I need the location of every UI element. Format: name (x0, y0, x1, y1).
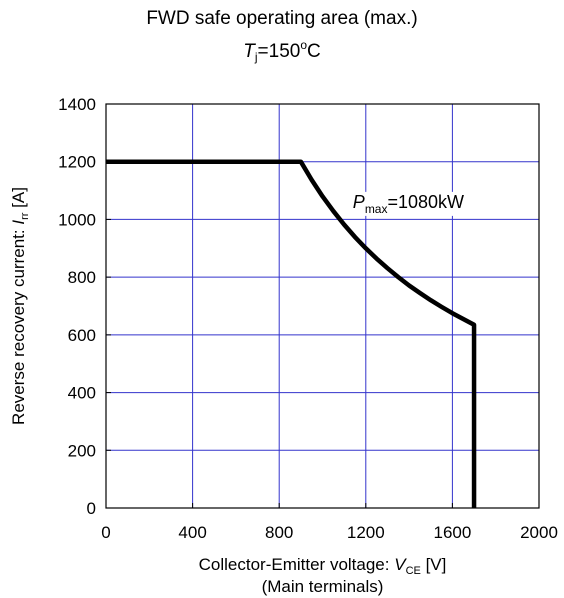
y-axis-label-unit: [A] (9, 187, 28, 213)
annotation-background (350, 191, 467, 216)
subtitle-degree: o (300, 38, 308, 52)
y-tick-label: 600 (68, 326, 96, 345)
subtitle-value: =150 (257, 41, 301, 62)
x-axis-label-symbol: V (394, 555, 407, 574)
subtitle-subscript: j (254, 50, 258, 64)
plot-frame (105, 103, 540, 509)
y-tick-label: 1400 (58, 95, 96, 114)
y-tick-label: 0 (87, 499, 96, 518)
subtitle-unit: C (307, 41, 321, 62)
x-tick-label: 1200 (347, 523, 385, 542)
annotation-symbol: P (353, 192, 365, 212)
ticks-group: 0 400 800 1200 1600 2000 0 200 400 600 800 1000 1200… (58, 95, 558, 542)
x-axis-label-subscript: CE (406, 565, 421, 577)
y-tick-label: 400 (68, 384, 96, 403)
x-tick-label: 400 (178, 523, 206, 542)
chart-subtitle: Tj=150oC (0, 38, 564, 64)
annotation-subscript: max (365, 202, 388, 216)
y-tick-label: 1200 (58, 153, 96, 172)
y-axis-label-symbol: I (9, 220, 28, 225)
x-axis-label-text: Collector-Emitter voltage: (199, 555, 395, 574)
series-line (106, 159, 477, 508)
annotation-backdrop (350, 191, 467, 216)
x-tick-label: 800 (265, 523, 293, 542)
y-axis-label-subscript: rr (19, 212, 31, 220)
subtitle-symbol: T (243, 41, 255, 62)
x-tick-label: 0 (101, 523, 110, 542)
y-tick-label: 200 (68, 441, 96, 460)
x-axis-label-line2: (Main terminals) (262, 577, 384, 596)
y-axis-label: Reverse recovery current: Irr [A] (9, 187, 31, 425)
x-tick-label: 2000 (520, 523, 558, 542)
annotation-text: =1080kW (387, 192, 464, 212)
y-tick-label: 800 (68, 268, 96, 287)
chart-title: FWD safe operating area (max.) (146, 8, 418, 29)
pmax-annotation: Pmax=1080kW (353, 192, 464, 216)
y-tick-label: 1000 (58, 210, 96, 229)
x-tick-label: 1600 (433, 523, 471, 542)
x-axis-label: Collector-Emitter voltage: VCE [V] (199, 555, 447, 577)
x-axis-label-unit: [V] (421, 555, 447, 574)
series-group (106, 159, 477, 508)
y-axis-label-text: Reverse recovery current: (9, 225, 28, 425)
grid (106, 104, 539, 508)
